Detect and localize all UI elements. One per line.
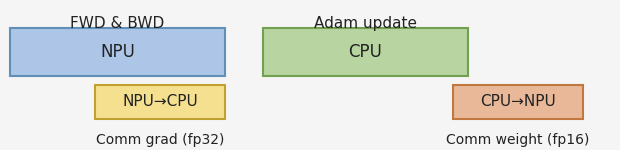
Text: Comm grad (fp32): Comm grad (fp32) — [96, 133, 224, 147]
FancyBboxPatch shape — [95, 85, 225, 119]
Text: CPU: CPU — [348, 43, 383, 61]
Text: CPU→NPU: CPU→NPU — [480, 94, 556, 110]
FancyBboxPatch shape — [10, 28, 225, 76]
Text: FWD & BWD: FWD & BWD — [70, 16, 164, 31]
FancyBboxPatch shape — [263, 28, 468, 76]
Text: NPU→CPU: NPU→CPU — [122, 94, 198, 110]
Text: NPU: NPU — [100, 43, 135, 61]
FancyBboxPatch shape — [453, 85, 583, 119]
Text: Adam update: Adam update — [314, 16, 417, 31]
Text: Comm weight (fp16): Comm weight (fp16) — [446, 133, 590, 147]
